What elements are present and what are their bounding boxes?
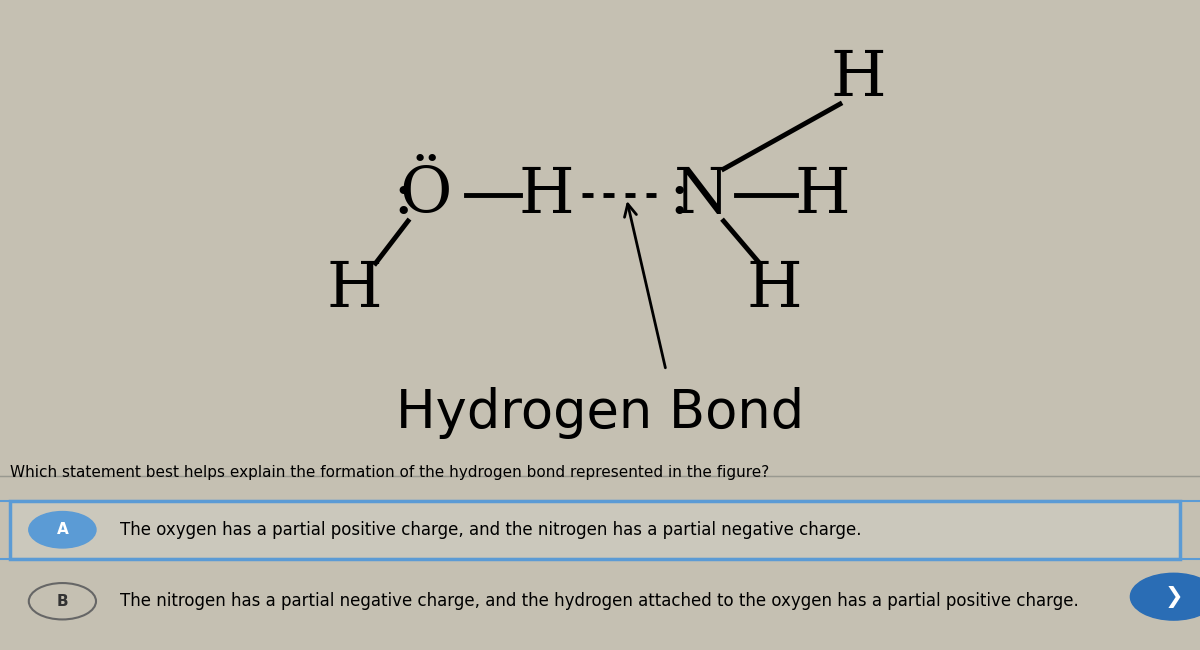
Circle shape <box>1130 573 1200 620</box>
Text: ❯: ❯ <box>1164 586 1183 608</box>
Circle shape <box>29 512 96 548</box>
Text: Ö: Ö <box>400 164 452 226</box>
Text: H: H <box>326 259 382 320</box>
Text: A: A <box>56 522 68 538</box>
Text: Hydrogen Bond: Hydrogen Bond <box>396 387 804 439</box>
Text: The nitrogen has a partial negative charge, and the hydrogen attached to the oxy: The nitrogen has a partial negative char… <box>120 592 1079 610</box>
Text: H: H <box>518 164 574 226</box>
Circle shape <box>29 583 96 619</box>
Text: :: : <box>392 164 414 226</box>
Text: H: H <box>830 47 886 109</box>
Text: H: H <box>794 164 850 226</box>
Text: N: N <box>674 164 730 226</box>
Text: Which statement best helps explain the formation of the hydrogen bond represente: Which statement best helps explain the f… <box>10 465 769 480</box>
Text: B: B <box>56 593 68 609</box>
Text: H: H <box>746 259 802 320</box>
Text: The oxygen has a partial positive charge, and the nitrogen has a partial negativ: The oxygen has a partial positive charge… <box>120 521 862 539</box>
FancyBboxPatch shape <box>10 500 1180 559</box>
Text: :: : <box>668 164 690 226</box>
